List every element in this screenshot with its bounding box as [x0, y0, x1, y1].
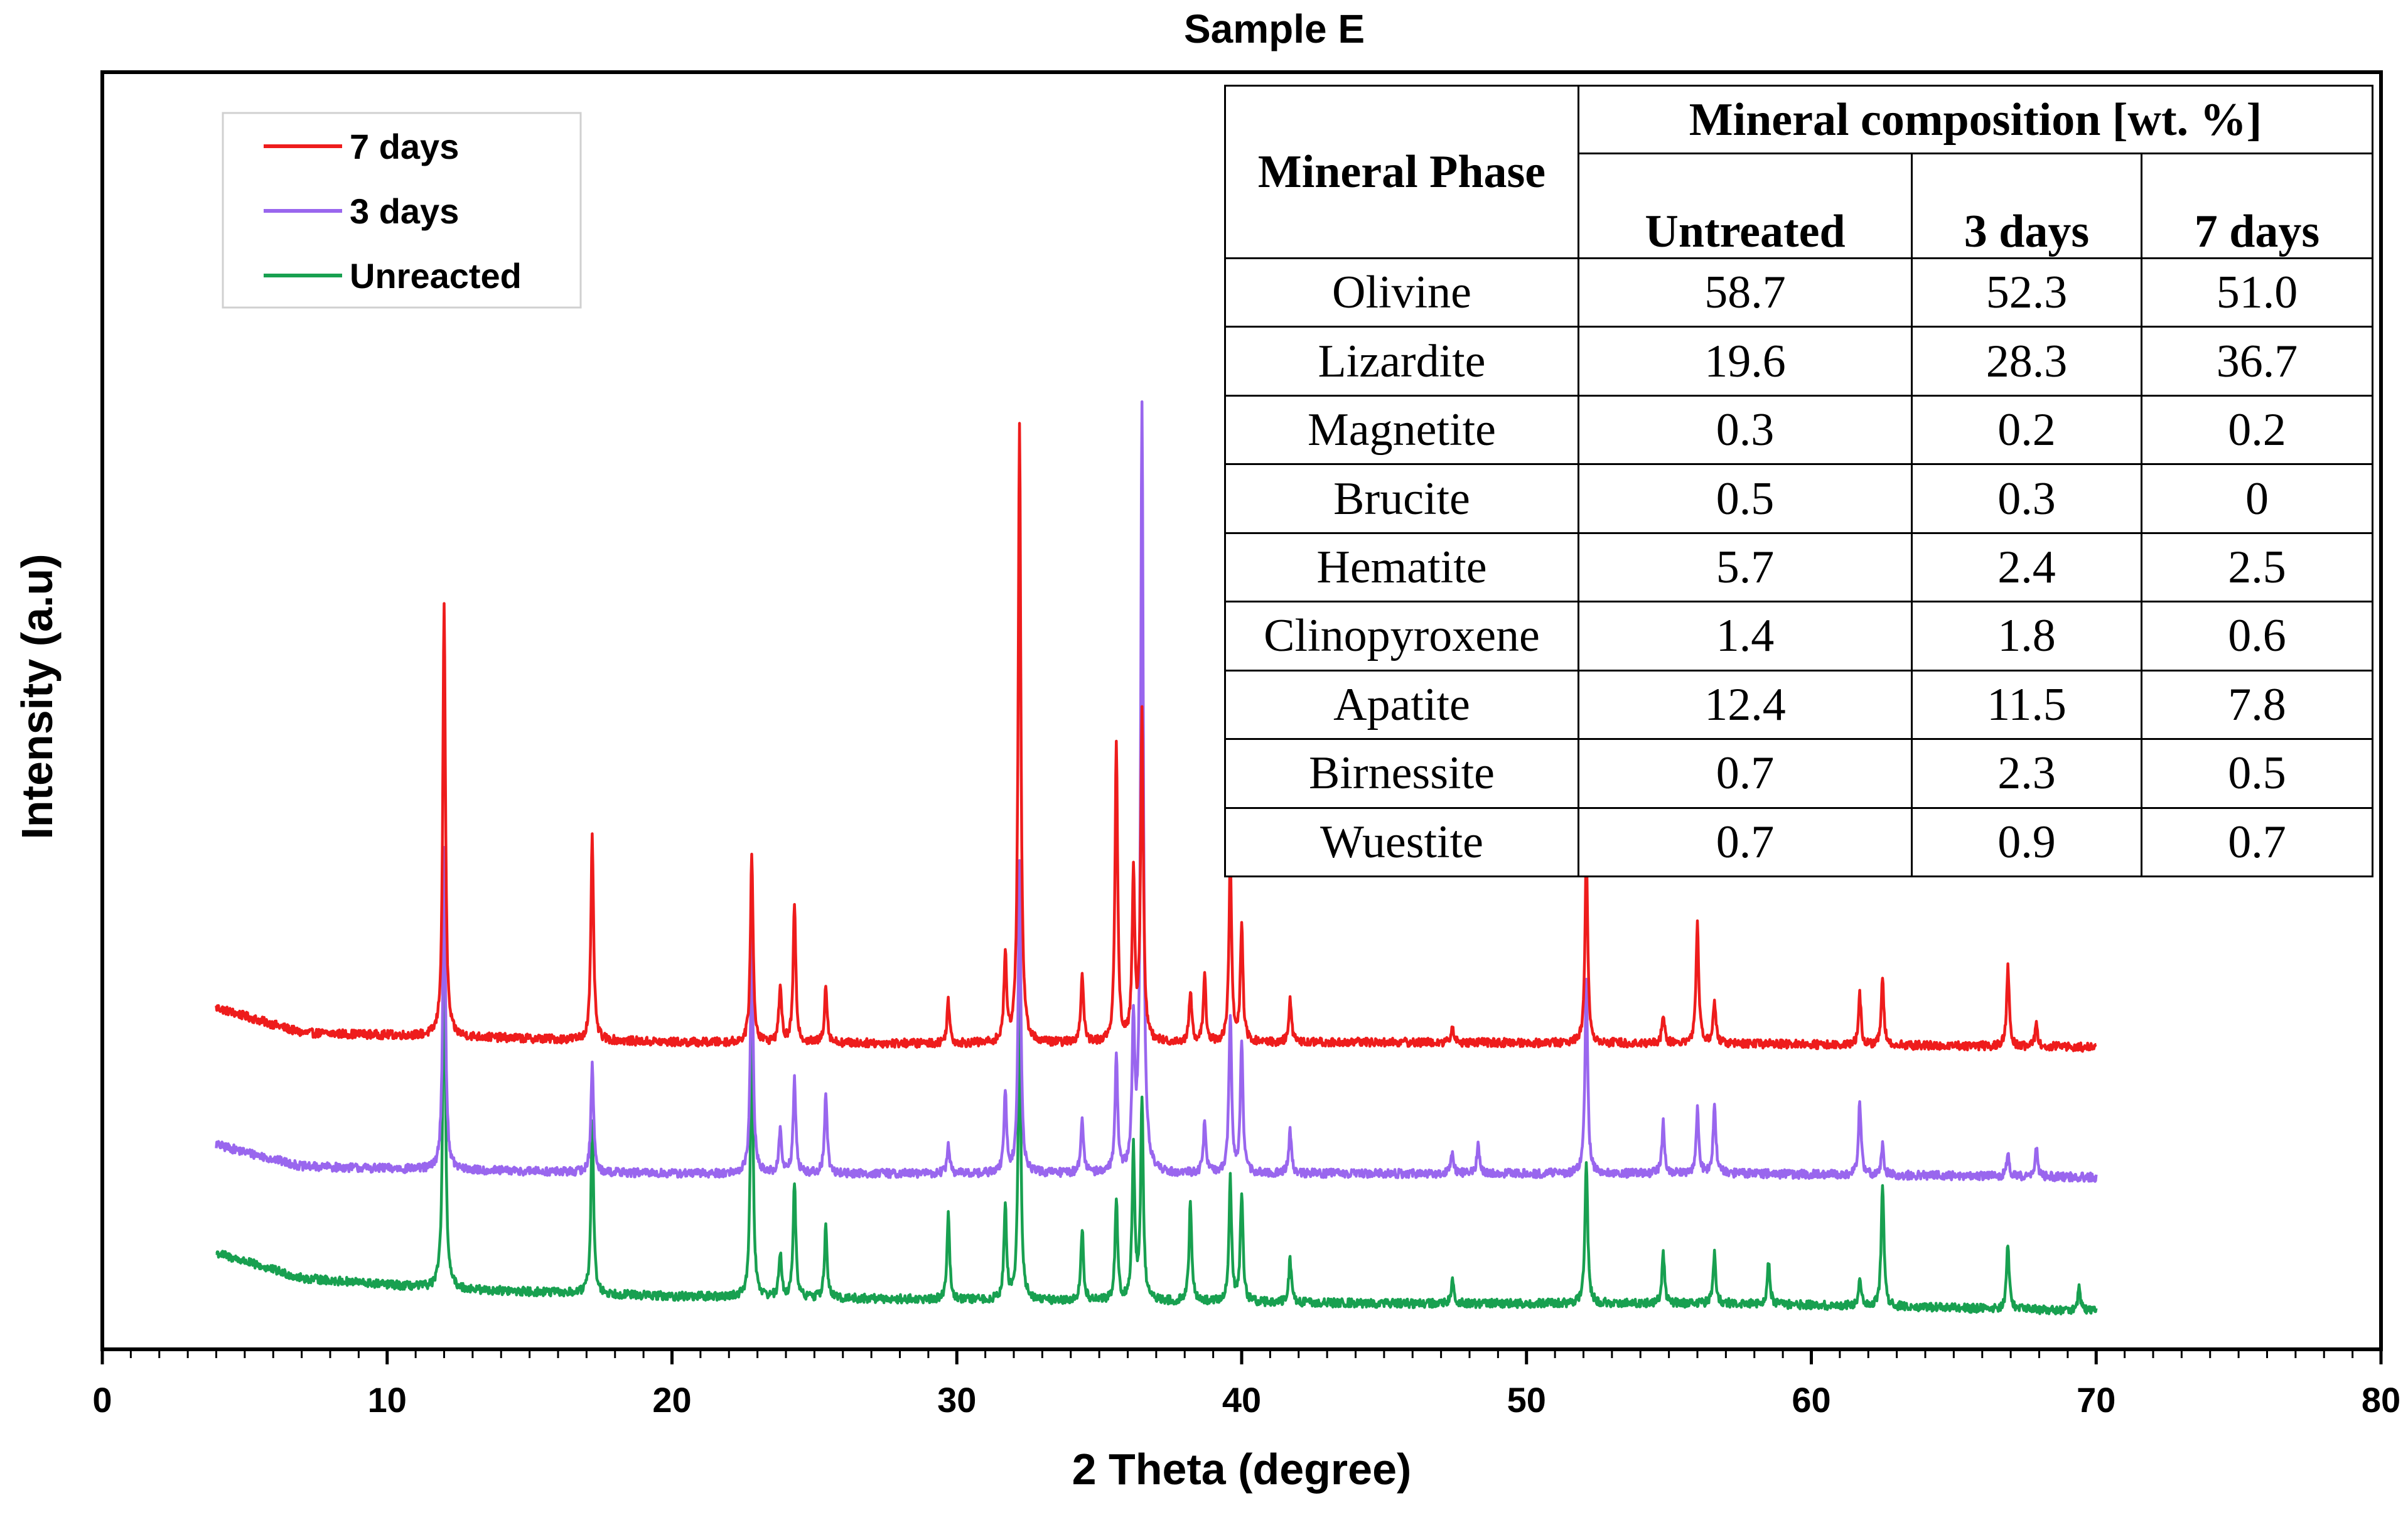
legend-item: 3 days: [264, 191, 459, 231]
x-tick-label: 80: [2362, 1380, 2400, 1420]
legend-label: 3 days: [350, 191, 459, 231]
table-row: Olivine 58.7 52.3 51.0: [1224, 257, 2374, 328]
mineral-phase-cell: Magnetite: [1224, 394, 1579, 466]
composition-value-cell: 2.4: [1911, 532, 2142, 603]
composition-value-cell: 5.7: [1578, 532, 1913, 603]
mineral-phase-cell: Hematite: [1224, 532, 1579, 603]
table-row: Magnetite 0.3 0.2 0.2: [1224, 394, 2374, 466]
composition-value-cell: 0.5: [1578, 463, 1913, 534]
mineral-phase-cell: Brucite: [1224, 463, 1579, 534]
composition-value-cell: 0.2: [1911, 394, 2142, 466]
composition-value-cell: 1.4: [1578, 601, 1913, 672]
composition-value-cell: 0: [2140, 463, 2374, 534]
composition-value-cell: 0.2: [2140, 394, 2374, 466]
x-tick-label: 60: [1792, 1380, 1830, 1420]
table-row: Birnessite 0.7 2.3 0.5: [1224, 738, 2374, 809]
mineral-phase-cell: Apatite: [1224, 669, 1579, 741]
composition-value-cell: 12.4: [1578, 669, 1913, 741]
table-column-header: 3 days: [1911, 153, 2142, 259]
composition-value-cell: 19.6: [1578, 326, 1913, 397]
series-layer: [215, 400, 2098, 1315]
table-header-mineral-composition: Mineral composition [wt. %]: [1577, 85, 2374, 154]
legend-item: 7 days: [264, 127, 459, 166]
composition-value-cell: 51.0: [2140, 257, 2374, 328]
composition-value-cell: 7.8: [2140, 669, 2374, 741]
table-column-header: 7 days: [2140, 153, 2374, 259]
composition-value-cell: 0.3: [1578, 394, 1913, 466]
chart-title: Sample E: [1184, 6, 1365, 51]
legend-label: 7 days: [350, 127, 459, 166]
x-axis-label: 2 Theta (degree): [1072, 1445, 1412, 1494]
series-line-3-days: [215, 400, 2098, 1183]
composition-value-cell: 2.3: [1911, 738, 2142, 809]
composition-value-cell: 0.6: [2140, 601, 2374, 672]
x-tick-label: 40: [1222, 1380, 1261, 1420]
x-tick-label: 0: [92, 1380, 112, 1420]
series-line-7-days: [215, 422, 2097, 1053]
legend-label: Unreacted: [350, 256, 522, 296]
table-row: Hematite 5.7 2.4 2.5: [1224, 532, 2374, 603]
composition-value-cell: 58.7: [1578, 257, 1913, 328]
mineral-composition-table: Mineral Phase Mineral composition [wt. %…: [1224, 85, 2374, 877]
composition-value-cell: 11.5: [1911, 669, 2142, 741]
mineral-phase-cell: Birnessite: [1224, 738, 1579, 809]
legend: 7 days 3 days Unreacted: [222, 112, 582, 309]
table-row: Apatite 12.4 11.5 7.8: [1224, 669, 2374, 741]
composition-value-cell: 0.3: [1911, 463, 2142, 534]
x-axis: 0 10 20 30 40 50 60 70 80: [92, 1349, 2400, 1420]
mineral-phase-cell: Clinopyroxene: [1224, 601, 1579, 672]
composition-value-cell: 0.5: [2140, 738, 2374, 809]
mineral-phase-cell: Olivine: [1224, 257, 1579, 328]
series-line-unreacted: [215, 907, 2098, 1315]
composition-value-cell: 0.7: [1578, 806, 1913, 877]
composition-value-cell: 52.3: [1911, 257, 2142, 328]
x-tick-label: 20: [652, 1380, 691, 1420]
table-row: Lizardite 19.6 28.3 36.7: [1224, 326, 2374, 397]
y-axis-label: Intensity (a.u): [13, 554, 62, 839]
table-row: Clinopyroxene 1.4 1.8 0.6: [1224, 601, 2374, 672]
x-tick-label: 50: [1507, 1380, 1546, 1420]
legend-item: Unreacted: [264, 256, 522, 296]
composition-value-cell: 2.5: [2140, 532, 2374, 603]
table-row: Wuestite 0.7 0.9 0.7: [1224, 806, 2374, 877]
x-tick-label: 10: [368, 1380, 407, 1420]
composition-value-cell: 0.9: [1911, 806, 2142, 877]
mineral-phase-cell: Lizardite: [1224, 326, 1579, 397]
table-row: Brucite 0.5 0.3 0: [1224, 463, 2374, 534]
table-header-mineral-phase: Mineral Phase: [1224, 85, 1579, 259]
composition-value-cell: 0.7: [1578, 738, 1913, 809]
composition-value-cell: 28.3: [1911, 326, 2142, 397]
composition-value-cell: 0.7: [2140, 806, 2374, 877]
composition-value-cell: 1.8: [1911, 601, 2142, 672]
composition-value-cell: 36.7: [2140, 326, 2374, 397]
table-column-header: Untreated: [1578, 153, 1913, 259]
x-tick-label: 70: [2077, 1380, 2115, 1420]
x-tick-label: 30: [937, 1380, 976, 1420]
mineral-phase-cell: Wuestite: [1224, 806, 1579, 877]
